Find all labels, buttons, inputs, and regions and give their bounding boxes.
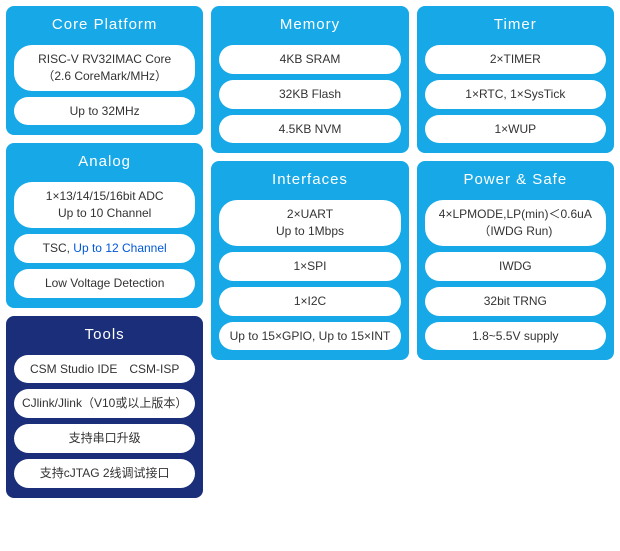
card-title: Power & Safe <box>425 167 606 194</box>
pill-line: 1×WUP <box>494 121 536 138</box>
column-1: Core Platform RISC-V RV32IMAC Core（2.6 C… <box>6 6 203 498</box>
column-2: Memory 4KB SRAM 32KB Flash 4.5KB NVM Inter… <box>211 6 408 498</box>
feature-pill: 1.8~5.5V supply <box>425 322 606 351</box>
feature-pill: 4KB SRAM <box>219 45 400 74</box>
feature-pill: CJlink/Jlink（V10或以上版本） <box>14 389 195 418</box>
pill-line: 32bit TRNG <box>484 293 547 310</box>
pill-line: 1×I2C <box>294 293 326 310</box>
card-core-platform: Core Platform RISC-V RV32IMAC Core（2.6 C… <box>6 6 203 135</box>
feature-pill: Up to 32MHz <box>14 97 195 126</box>
feature-pill: CSM Studio IDE CSM-ISP <box>14 355 195 384</box>
pill-line: （2.6 CoreMark/MHz） <box>42 68 167 85</box>
pill-line: 2×TIMER <box>490 51 541 68</box>
feature-pill: 1×SPI <box>219 252 400 281</box>
pill-line: 32KB Flash <box>279 86 341 103</box>
card-title: Analog <box>14 149 195 176</box>
pill-line: 4.5KB NVM <box>279 121 342 138</box>
feature-pill: IWDG <box>425 252 606 281</box>
pill-line: 支持cJTAG 2线调试接口 <box>40 465 170 482</box>
pill-line: 1×SPI <box>293 258 326 275</box>
pill-line: CJlink/Jlink（V10或以上版本） <box>22 395 187 412</box>
feature-pill: 支持串口升级 <box>14 424 195 453</box>
card-memory: Memory 4KB SRAM 32KB Flash 4.5KB NVM <box>211 6 408 153</box>
pill-line: 2×UART <box>287 206 333 223</box>
feature-pill: 1×I2C <box>219 287 400 316</box>
feature-pill: RISC-V RV32IMAC Core（2.6 CoreMark/MHz） <box>14 45 195 91</box>
card-title: Interfaces <box>219 167 400 194</box>
pill-line: Up to 15×GPIO, Up to 15×INT <box>230 328 391 345</box>
pill-text: TSC, <box>43 241 74 255</box>
card-tools: Tools CSM Studio IDE CSM-ISP CJlink/Jlink… <box>6 316 203 498</box>
pill-line: Up to 10 Channel <box>58 205 151 222</box>
card-timer: Timer 2×TIMER 1×RTC, 1×SysTick 1×WUP <box>417 6 614 153</box>
column-3: Timer 2×TIMER 1×RTC, 1×SysTick 1×WUP Power… <box>417 6 614 498</box>
pill-line: Up to 32MHz <box>70 103 140 120</box>
feature-pill: Up to 15×GPIO, Up to 15×INT <box>219 322 400 351</box>
feature-pill: 32bit TRNG <box>425 287 606 316</box>
feature-pill: Low Voltage Detection <box>14 269 195 298</box>
pill-line: 4×LPMODE,LP(min)＜0.6uA <box>439 206 592 223</box>
feature-pill: 1×13/14/15/16bit ADCUp to 10 Channel <box>14 182 195 228</box>
feature-pill: 4×LPMODE,LP(min)＜0.6uA（IWDG Run) <box>425 200 606 246</box>
card-title: Timer <box>425 12 606 39</box>
pill-line: 1.8~5.5V supply <box>472 328 558 345</box>
card-power-safe: Power & Safe 4×LPMODE,LP(min)＜0.6uA（IWDG… <box>417 161 614 360</box>
feature-pill: 32KB Flash <box>219 80 400 109</box>
feature-pill: 2×UARTUp to 1Mbps <box>219 200 400 246</box>
pill-line: 1×RTC, 1×SysTick <box>465 86 565 103</box>
card-interfaces: Interfaces 2×UARTUp to 1Mbps 1×SPI 1×I2C Up… <box>211 161 408 360</box>
pill-line: 支持串口升级 <box>69 430 141 447</box>
feature-pill: 1×RTC, 1×SysTick <box>425 80 606 109</box>
card-title: Tools <box>14 322 195 349</box>
feature-pill: TSC, Up to 12 Channel <box>14 234 195 263</box>
card-title: Core Platform <box>14 12 195 39</box>
pill-line: CSM Studio IDE CSM-ISP <box>30 361 179 378</box>
pill-line: Low Voltage Detection <box>45 275 164 292</box>
feature-pill: 2×TIMER <box>425 45 606 74</box>
card-title: Memory <box>219 12 400 39</box>
feature-pill: 1×WUP <box>425 115 606 144</box>
feature-grid: Core Platform RISC-V RV32IMAC Core（2.6 C… <box>6 6 614 498</box>
feature-pill: 4.5KB NVM <box>219 115 400 144</box>
pill-line: 4KB SRAM <box>280 51 341 68</box>
pill-line: 1×13/14/15/16bit ADC <box>46 188 164 205</box>
pill-line: Up to 1Mbps <box>276 223 344 240</box>
pill-line: RISC-V RV32IMAC Core <box>38 51 171 68</box>
pill-line: （IWDG Run) <box>478 223 552 240</box>
card-analog: Analog 1×13/14/15/16bit ADCUp to 10 Chan… <box>6 143 203 307</box>
feature-pill: 支持cJTAG 2线调试接口 <box>14 459 195 488</box>
pill-line: TSC, Up to 12 Channel <box>43 240 167 257</box>
pill-line: IWDG <box>499 258 532 275</box>
pill-text-accent: Up to 12 Channel <box>73 241 166 255</box>
